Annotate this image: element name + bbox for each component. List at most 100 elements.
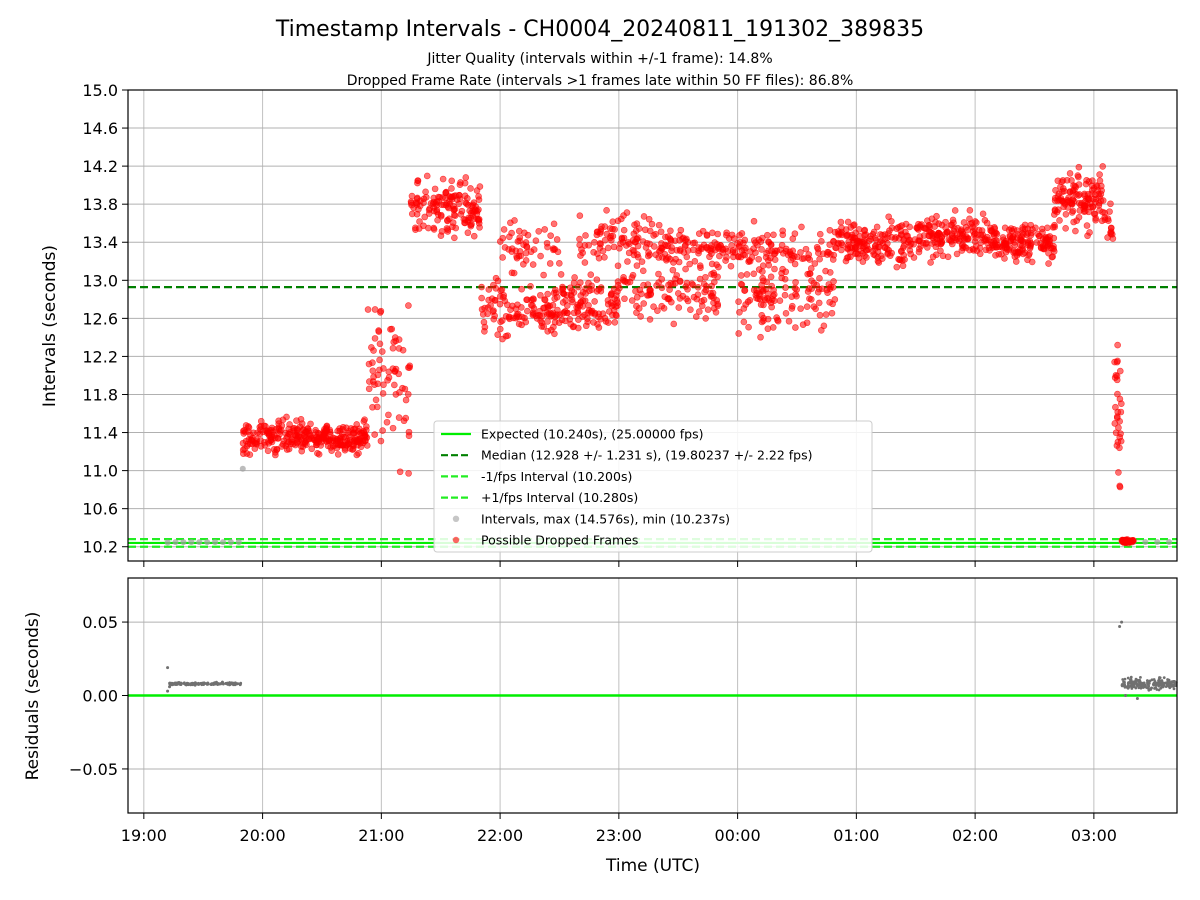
x-tick-label: 22:00 <box>477 826 523 845</box>
residual-point <box>224 682 228 685</box>
residual-point <box>1120 620 1124 624</box>
dropped-frame-point <box>771 247 779 255</box>
dropped-frame-point <box>343 424 350 432</box>
dropped-frame-point <box>402 396 410 404</box>
dropped-frame-point <box>745 323 752 331</box>
dropped-frame-point <box>667 237 675 245</box>
x-tick-label: 02:00 <box>952 826 998 845</box>
dropped-frame-point <box>629 271 637 279</box>
dropped-frame-point <box>1116 418 1123 425</box>
dropped-frame-point <box>675 304 683 311</box>
dropped-frame-point <box>546 260 554 267</box>
x-tick-label: 00:00 <box>715 826 761 845</box>
dropped-frame-point <box>915 226 922 233</box>
interval-point <box>180 539 187 546</box>
dropped-frame-point <box>485 296 492 304</box>
dropped-frame-point <box>901 256 908 263</box>
dropped-frame-point <box>1062 211 1070 218</box>
dropped-frame-point <box>563 309 571 317</box>
x-tick-label: 03:00 <box>1071 826 1117 845</box>
dropped-frame-point <box>368 344 375 351</box>
residual-point <box>1159 686 1163 690</box>
dropped-frame-point <box>524 307 531 315</box>
dropped-frame-point <box>863 242 871 249</box>
dropped-frame-point <box>551 330 558 338</box>
dropped-frame-point <box>704 306 712 313</box>
dropped-frame-point <box>769 324 777 331</box>
residual-point <box>1118 624 1122 628</box>
interval-point <box>196 539 203 546</box>
dropped-frame-point <box>634 242 642 250</box>
dropped-frame-point <box>767 273 775 281</box>
dropped-frame-point <box>467 185 474 192</box>
dropped-frame-point <box>1042 235 1050 242</box>
interval-point <box>239 465 246 472</box>
dropped-frame-point <box>286 430 293 438</box>
dropped-frame-point <box>757 333 764 341</box>
dropped-frame-point <box>544 243 551 251</box>
dropped-frame-point <box>489 308 497 315</box>
dropped-frame-point <box>585 241 592 249</box>
dropped-frame-point <box>645 215 653 223</box>
dropped-frame-point <box>759 268 766 275</box>
dropped-frame-point <box>412 224 419 232</box>
dropped-frame-point <box>620 278 628 285</box>
dropped-frame-point <box>959 241 966 248</box>
dropped-frame-point <box>529 311 537 319</box>
dropped-frame-point <box>544 301 551 309</box>
dropped-frame-point <box>446 193 453 200</box>
dropped-frame-point <box>768 282 775 290</box>
residual-point <box>1126 684 1130 688</box>
dropped-frame-point <box>962 223 970 231</box>
x-tick-label: 01:00 <box>833 826 879 845</box>
dropped-frame-point <box>762 285 770 293</box>
interval-point <box>204 539 211 546</box>
dropped-frame-point <box>537 291 544 299</box>
dropped-frame-point <box>1114 341 1121 349</box>
dropped-frame-point <box>462 199 469 206</box>
dropped-frame-point <box>648 220 656 228</box>
dropped-frame-point <box>966 207 974 214</box>
residuals-panel: −0.05 0.00 0.05 19:00 20:00 21:00 22:00 23:00 0… <box>23 577 1178 845</box>
dropped-frame-point <box>385 368 393 376</box>
dropped-frame-point <box>577 292 585 299</box>
dropped-frame-point <box>778 269 785 277</box>
dropped-frame-point <box>399 384 406 392</box>
dropped-frame-point <box>516 237 523 245</box>
dropped-frame-point <box>1044 224 1051 232</box>
interval-point <box>220 539 227 546</box>
dropped-frame-point <box>681 242 689 250</box>
dropped-frame-point <box>467 221 474 229</box>
legend-box <box>433 420 873 553</box>
dropped-frame-point <box>575 283 582 291</box>
residuals-y-tick-label: 0.05 <box>82 613 118 632</box>
intervals-y-tick-label: 11.8 <box>82 385 118 404</box>
dropped-frame-point <box>377 437 385 445</box>
dropped-frame-point <box>1124 538 1132 545</box>
dropped-frame-point <box>562 317 569 325</box>
dropped-frame-point <box>655 270 662 278</box>
dropped-frame-point <box>818 238 825 245</box>
residual-point <box>166 689 170 693</box>
dropped-frame-point <box>581 259 589 266</box>
dropped-frame-point <box>494 277 502 285</box>
dropped-frame-point <box>458 207 466 215</box>
residual-point <box>1158 676 1161 679</box>
dropped-frame-point <box>690 293 698 301</box>
residual-point <box>202 682 206 686</box>
dropped-frame-point <box>1076 191 1083 198</box>
dropped-frame-point <box>597 284 605 291</box>
dropped-frame-point <box>748 254 756 261</box>
legend-dot-swatch <box>452 515 460 522</box>
intervals-y-tick-label: 14.6 <box>82 119 118 138</box>
dropped-frame-point <box>1093 182 1100 189</box>
dropped-frame-point <box>619 238 627 246</box>
dropped-frame-point <box>443 225 451 232</box>
dropped-frame-point <box>1016 246 1024 254</box>
dropped-frame-point <box>315 451 323 458</box>
dropped-frame-point <box>1037 244 1045 252</box>
dropped-frame-point <box>521 229 528 237</box>
dropped-frame-point <box>885 230 892 237</box>
dropped-frame-point <box>536 307 544 315</box>
figure-subtitle-dropped: Dropped Frame Rate (intervals >1 frames … <box>347 73 854 89</box>
